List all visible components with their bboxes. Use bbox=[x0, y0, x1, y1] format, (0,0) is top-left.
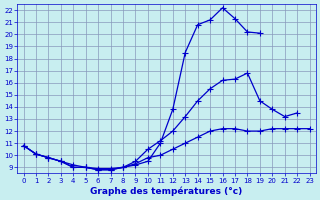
X-axis label: Graphe des températures (°c): Graphe des températures (°c) bbox=[91, 186, 243, 196]
